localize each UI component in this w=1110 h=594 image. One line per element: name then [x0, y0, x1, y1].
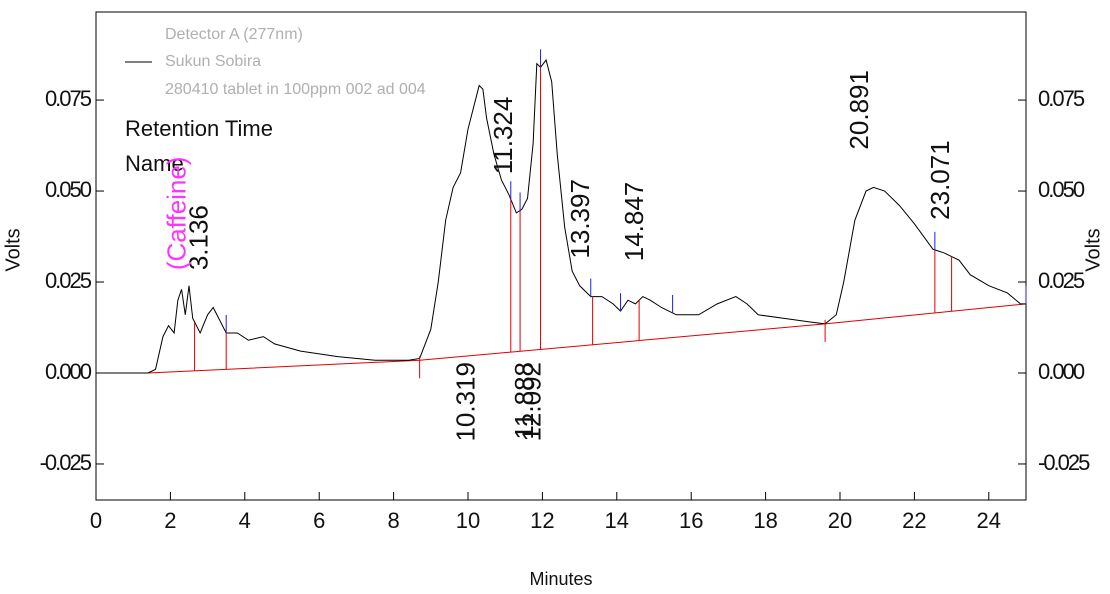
x-tick-label: 18: [753, 508, 777, 533]
y2-tick-label: 0.075: [1038, 86, 1085, 111]
x-tick-label: 10: [456, 508, 480, 533]
baseline: [148, 304, 1026, 373]
y-tick-label: 0.050: [45, 177, 92, 202]
x-tick-label: 24: [977, 508, 1001, 533]
y-tick-label: 0.000: [45, 359, 92, 384]
peak-label: 11.324: [488, 97, 518, 175]
y-tick-label: 0.025: [45, 268, 92, 293]
x-tick-label: 22: [902, 508, 926, 533]
x-tick-label: 6: [313, 508, 325, 533]
legend-note: 280410 tablet in 100ppm 002 ad 004: [165, 81, 426, 98]
peak-label: 14.847: [619, 182, 649, 262]
y2-tick-label: -0.025: [1038, 450, 1090, 475]
y-axis-title: Volts: [2, 228, 24, 271]
peak-label: 23.071: [925, 140, 955, 220]
peak-label: 13.397: [565, 179, 595, 259]
y2-axis-title: Volts: [1082, 228, 1104, 271]
peak-label: 12.092: [517, 362, 547, 442]
x-tick-label: 14: [605, 508, 629, 533]
x-tick-label: 2: [164, 508, 176, 533]
peak-name: (Caffeine): [162, 156, 192, 270]
legend-entry: Sukun Sobira: [165, 53, 261, 70]
chart: Detector A (277nm) Sukun Sobira 280410 t…: [0, 0, 1110, 594]
x-tick-label: 16: [679, 508, 703, 533]
y2-tick-label: 0.000: [1038, 359, 1085, 384]
x-axis-title: Minutes: [529, 569, 592, 589]
x-tick-label: 0: [90, 508, 102, 533]
y-tick-label: -0.025: [40, 450, 92, 475]
y2-tick-label: 0.025: [1038, 268, 1085, 293]
trace: [96, 60, 1026, 373]
x-tick-label: 20: [828, 508, 852, 533]
x-tick-label: 8: [387, 508, 399, 533]
peak-label: 20.891: [844, 70, 874, 150]
peak-label: 10.319: [451, 362, 481, 442]
y2-tick-label: 0.050: [1038, 177, 1085, 202]
legend-title: Detector A (277nm): [165, 26, 303, 43]
x-tick-label: 4: [239, 508, 251, 533]
y-tick-label: 0.075: [45, 86, 92, 111]
header-label: Retention Time: [125, 116, 273, 141]
x-tick-label: 12: [530, 508, 554, 533]
